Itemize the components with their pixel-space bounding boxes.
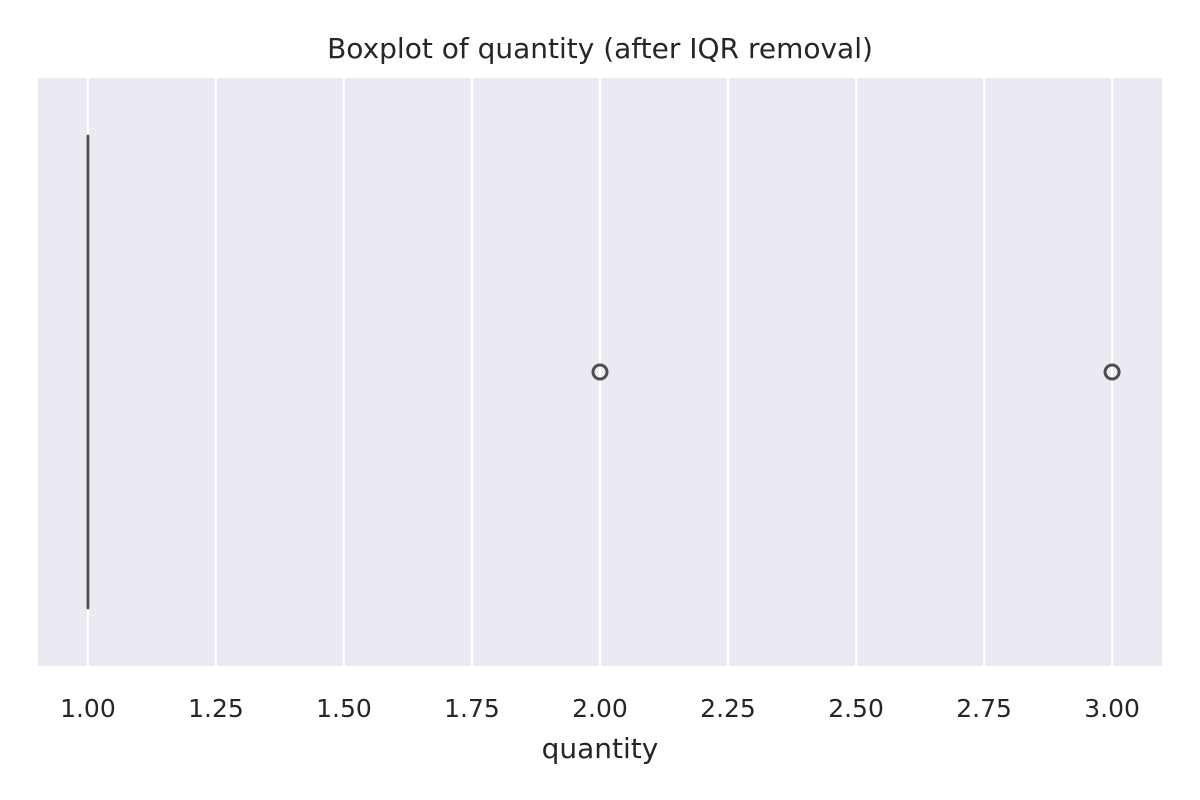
chart-title: Boxplot of quantity (after IQR removal) — [327, 32, 873, 65]
x-tick-label: 2.50 — [828, 694, 884, 723]
outlier-point — [591, 363, 609, 381]
x-tick-label: 3.00 — [1084, 694, 1140, 723]
outlier-points — [591, 363, 1121, 381]
x-tick-label: 2.25 — [700, 694, 756, 723]
x-tick-label: 1.50 — [316, 694, 372, 723]
outlier-point — [1103, 363, 1121, 381]
x-tick-label: 2.00 — [572, 694, 628, 723]
x-axis-label: quantity — [542, 732, 659, 765]
x-tick-label: 1.75 — [444, 694, 500, 723]
x-tick-labels: 1.00 1.25 1.50 1.75 2.00 2.25 2.50 2.75 3.00 — [60, 694, 1140, 723]
x-tick-label: 1.00 — [60, 694, 116, 723]
x-tick-label: 2.75 — [956, 694, 1012, 723]
x-tick-label: 1.25 — [188, 694, 244, 723]
